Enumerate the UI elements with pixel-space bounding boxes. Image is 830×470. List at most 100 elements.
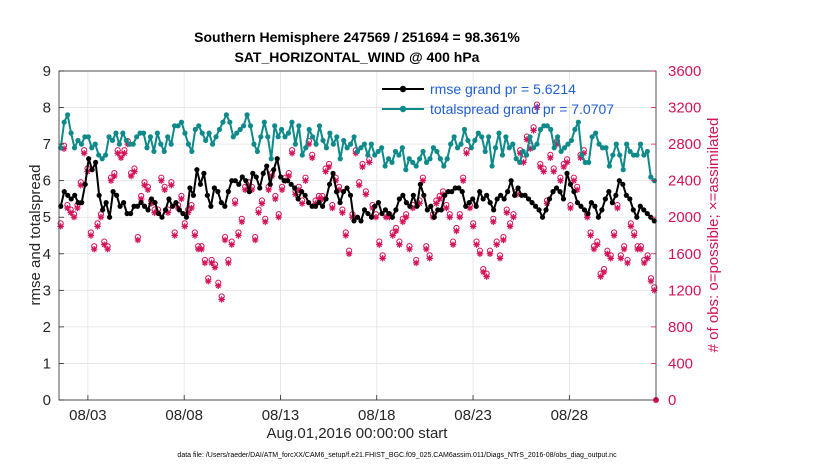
rmse-point bbox=[225, 189, 231, 195]
obs-point bbox=[456, 211, 463, 221]
totalspread-point bbox=[361, 141, 368, 147]
rmse-point bbox=[351, 218, 357, 224]
obs-point bbox=[315, 192, 323, 203]
obs-markers bbox=[57, 101, 659, 403]
plot-frame bbox=[58, 70, 657, 401]
rmse-point bbox=[494, 196, 500, 202]
obs-point bbox=[624, 256, 631, 267]
rmse-point bbox=[169, 203, 176, 209]
rmse-point bbox=[382, 207, 389, 213]
totalspread-series bbox=[58, 112, 657, 184]
obs-point bbox=[252, 233, 259, 244]
totalspread-point bbox=[441, 163, 447, 169]
rmse-point bbox=[550, 189, 556, 195]
obs-point bbox=[64, 201, 71, 212]
right-tick-label: 2400 bbox=[668, 173, 701, 190]
obs-point bbox=[329, 201, 336, 212]
obs-point bbox=[362, 188, 370, 198]
totalspread-point bbox=[216, 126, 223, 133]
rmse-point bbox=[306, 200, 312, 206]
totalspread-point bbox=[102, 152, 109, 158]
right-tick-label: 2000 bbox=[668, 209, 701, 226]
rmse-point bbox=[480, 196, 486, 202]
rmse-point bbox=[103, 200, 109, 206]
obs-point bbox=[530, 124, 537, 134]
right-tick-label: 1200 bbox=[668, 282, 701, 299]
obs-point bbox=[285, 169, 292, 180]
rmse-point bbox=[267, 181, 273, 187]
rmse-point bbox=[595, 214, 601, 220]
rmse-point bbox=[117, 203, 123, 209]
obs-point bbox=[550, 165, 557, 175]
obs-point bbox=[573, 183, 581, 194]
totalspread-point bbox=[75, 137, 81, 144]
legend-spread-marker bbox=[399, 105, 407, 113]
totalspread-point bbox=[161, 148, 167, 155]
rmse-point bbox=[616, 178, 622, 184]
rmse-point bbox=[68, 196, 74, 202]
x-tick-label: 08/03 bbox=[69, 407, 107, 424]
rmse-point bbox=[138, 200, 144, 206]
totalspread-point bbox=[517, 159, 523, 165]
y-axis-right-label: # of obs: o=possible; ×=assimilated bbox=[705, 118, 722, 353]
totalspread-point bbox=[209, 141, 216, 147]
totalspread-point bbox=[503, 134, 509, 140]
obs-point bbox=[604, 247, 611, 257]
rmse-point bbox=[630, 207, 636, 213]
totalspread-point bbox=[427, 156, 433, 162]
rmse-point bbox=[585, 210, 591, 217]
totalspread-point bbox=[610, 152, 616, 158]
rmse-point bbox=[602, 196, 608, 202]
totalspread-point bbox=[548, 126, 554, 133]
totalspread-point bbox=[265, 134, 271, 140]
rmse-point bbox=[372, 203, 378, 209]
totalspread-point bbox=[575, 119, 581, 125]
totalspread-point bbox=[99, 156, 105, 162]
totalspread-point bbox=[65, 112, 71, 118]
totalspread-point bbox=[327, 130, 333, 136]
left-tick-label: 9 bbox=[43, 63, 51, 80]
obs-point bbox=[540, 165, 547, 175]
left-tick-label: 5 bbox=[43, 209, 51, 226]
rmse-point bbox=[145, 207, 151, 213]
rmse-point bbox=[620, 181, 626, 187]
rmse-point bbox=[442, 192, 448, 198]
rmse-point bbox=[285, 178, 291, 184]
totalspread-point bbox=[206, 130, 212, 136]
obs-point bbox=[235, 229, 242, 239]
obs-point bbox=[587, 229, 594, 239]
obs-point bbox=[325, 160, 333, 171]
totalspread-point bbox=[637, 141, 644, 147]
x-tick-label: 08/13 bbox=[262, 407, 300, 424]
left-tick-label: 3 bbox=[43, 282, 51, 299]
obs-point bbox=[194, 243, 202, 253]
totalspread-point bbox=[589, 134, 595, 140]
rmse-point bbox=[278, 174, 284, 180]
totalspread-point bbox=[396, 152, 402, 158]
rmse-point bbox=[250, 170, 256, 176]
rmse-point bbox=[337, 200, 343, 206]
totalspread-point bbox=[268, 156, 274, 162]
rmse-point bbox=[107, 214, 113, 220]
obs-point bbox=[359, 160, 366, 171]
obs-point bbox=[198, 243, 205, 253]
totalspread-point bbox=[399, 145, 405, 151]
rmse-point bbox=[525, 196, 532, 202]
obs-point bbox=[644, 252, 651, 262]
totalspread-point bbox=[579, 152, 585, 158]
x-tick-label: 08/28 bbox=[551, 407, 589, 424]
totalspread-point bbox=[189, 148, 195, 155]
rmse-point bbox=[72, 192, 78, 198]
obs-point bbox=[211, 261, 219, 271]
totalspread-point bbox=[648, 174, 654, 180]
rmse-point bbox=[501, 196, 507, 202]
totalspread-point bbox=[120, 130, 126, 136]
rmse-point bbox=[260, 170, 266, 176]
totalspread-point bbox=[382, 163, 388, 169]
rmse-point bbox=[588, 200, 595, 206]
rmse-point bbox=[79, 200, 85, 206]
rmse-point bbox=[578, 203, 584, 209]
right-tick-label: 3200 bbox=[668, 100, 701, 117]
rmse-series bbox=[58, 156, 657, 224]
obs-point bbox=[101, 238, 108, 248]
